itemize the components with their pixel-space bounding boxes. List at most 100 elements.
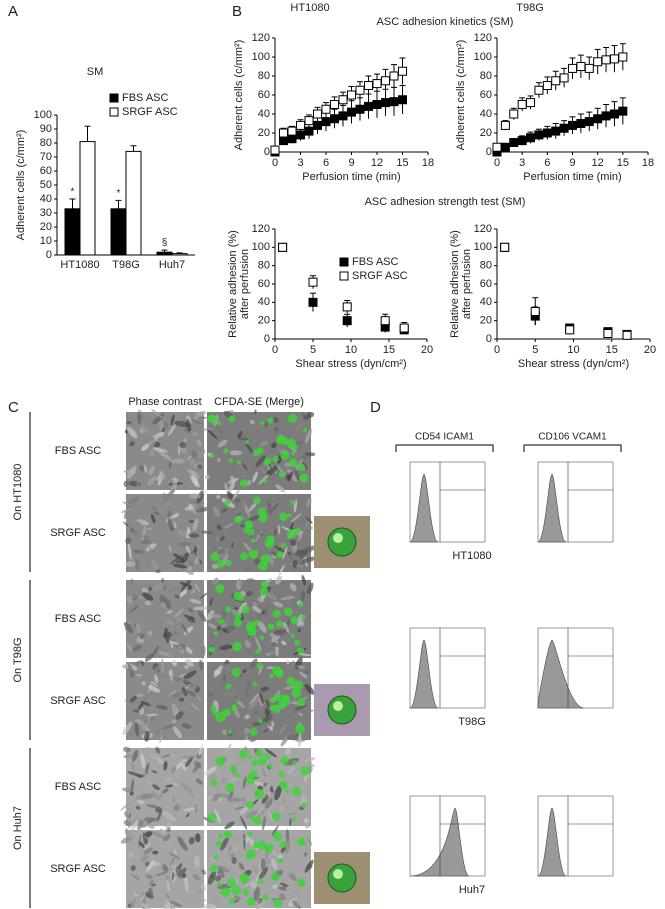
marker [381,76,390,86]
cell-texture [165,875,170,880]
cell-texture [122,746,131,753]
cell-texture [170,643,174,649]
cell-texture [145,713,159,717]
fluorescent-cell [262,894,269,901]
legend-swatch [109,93,119,103]
fluorescent-cell [256,663,263,670]
cell-texture [249,419,255,425]
fluorescent-cell [295,527,301,534]
cell-texture [200,530,214,535]
cell-texture [171,659,178,667]
fluorescent-cell [277,857,284,864]
cell-texture [140,701,151,707]
fluorescent-cell [249,626,256,632]
column-header: CD54 ICAM1 [415,432,474,443]
fluorescent-cell [258,718,263,724]
fluorescent-cell [208,646,215,653]
fluorescent-cell [215,712,226,723]
cell-texture [243,833,246,850]
cell-texture [222,602,229,609]
cell-texture [150,513,156,524]
marker [517,136,527,146]
cell-texture [178,442,187,448]
cell-texture [147,781,151,787]
marker [313,120,322,130]
cell-texture [156,704,168,710]
cell-texture [155,880,161,889]
fluorescent-cell [228,415,236,423]
fluorescent-cell [212,710,218,716]
cell-texture [287,773,295,780]
cell-texture [216,494,221,499]
inset-cell [327,527,357,557]
cell-texture [158,419,163,431]
cell-texture [289,899,294,909]
cell-texture [130,605,139,613]
cell-texture [122,721,133,736]
cell-texture [262,816,266,831]
cell-texture [232,489,240,501]
cell-texture [204,766,217,776]
cell-texture [133,593,137,598]
cell-texture [161,493,168,503]
cell-texture [239,523,247,528]
cell-texture [165,440,172,444]
cell-texture [173,608,184,618]
fluorescent-cell [250,538,255,543]
fluorescent-cell [244,440,250,445]
fluorescent-cell [266,535,275,544]
cell-texture [185,545,191,554]
fluorescent-cell [251,759,259,767]
y-tick-label: 30 [40,207,52,219]
cell-texture [172,875,176,884]
fluorescent-cell [225,559,232,567]
cell-texture [185,813,190,818]
cell-texture [289,583,297,592]
cell-texture [123,480,129,488]
cell-texture [224,482,229,493]
cell-texture [127,525,131,530]
histogram-peak [537,473,567,543]
cell-texture [229,846,239,853]
cell-texture [257,696,263,707]
y-tick-label: 100 [252,51,270,63]
fluorescent-cell [231,704,238,710]
cell-texture [123,754,133,759]
cell-texture [173,804,180,812]
fluorescent-cell [257,507,267,517]
cell-texture [195,693,203,703]
y-axis-label: Adherent cells (c/mm²) [233,40,245,151]
cell-texture [283,758,300,766]
marker [342,302,352,312]
cell-texture [304,859,314,873]
fluorescent-cell [301,614,306,620]
cell-texture [155,746,161,754]
cell-texture [267,791,274,797]
cell-texture [145,831,153,837]
y-tick-label: 0 [486,146,492,158]
fluorescent-cell [218,618,225,625]
fluorescent-cell [216,420,221,426]
cell-texture [258,473,270,485]
fluorescent-cell [271,704,281,714]
cell-texture [164,421,169,429]
cell-texture [275,484,286,493]
bar [64,208,81,256]
cell-texture [175,761,183,770]
marker [601,55,611,65]
cell-texture [226,616,229,626]
fluorescent-cell [218,584,224,590]
cell-texture [140,425,151,434]
cell-texture [150,831,165,839]
cell-texture [171,691,183,699]
cell-texture [298,712,304,716]
fluorescent-cell [296,837,306,847]
cell-texture [123,504,132,519]
cell-texture [149,599,157,604]
cell-texture [296,665,305,669]
cell-texture [134,621,146,630]
fluorescent-cell [290,616,299,625]
cell-texture [263,603,270,617]
cell-texture [303,818,309,824]
cell-texture [163,760,168,771]
